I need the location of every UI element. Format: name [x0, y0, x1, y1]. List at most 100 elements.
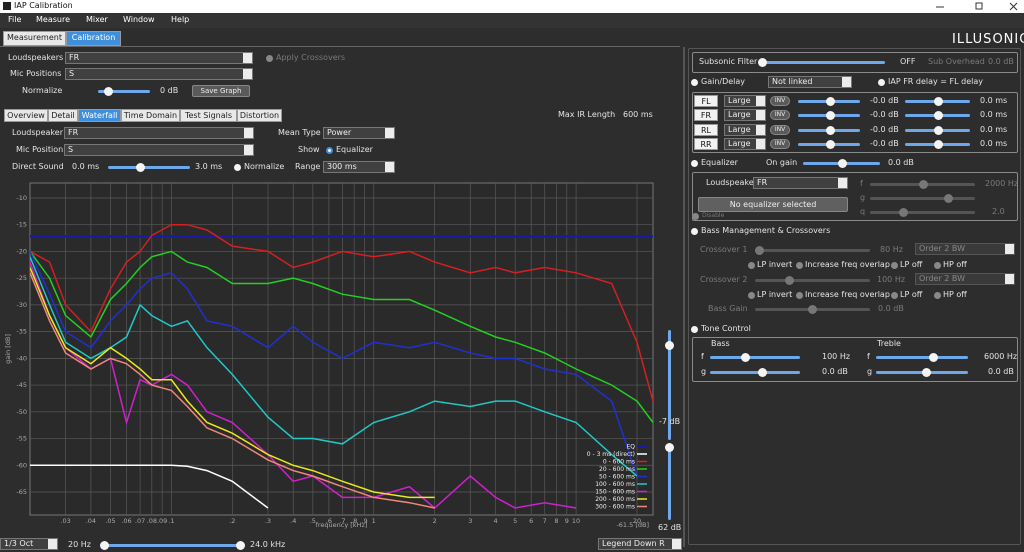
slider-track[interactable] [710, 371, 800, 374]
slider-knob[interactable] [100, 541, 109, 550]
radio-button[interactable] [891, 292, 898, 299]
radio-button[interactable] [692, 213, 699, 220]
slider-knob[interactable] [826, 97, 835, 106]
dropdown[interactable]: Large [724, 109, 766, 121]
view-tab[interactable]: Test Signals [180, 109, 237, 122]
radio-button[interactable] [934, 262, 941, 269]
label: 0.0 dB [988, 57, 1014, 66]
slider-knob[interactable] [934, 126, 943, 135]
dropdown[interactable]: 1/3 Oct [0, 538, 58, 550]
view-tab[interactable]: Detail [48, 109, 78, 122]
slider-knob[interactable] [838, 159, 847, 168]
label: 62 dB [658, 523, 682, 532]
dropdown[interactable]: FR [64, 127, 254, 139]
splitter[interactable] [683, 47, 685, 547]
slider-knob[interactable] [665, 443, 674, 452]
radio-button[interactable] [748, 262, 755, 269]
button[interactable]: No equalizer selected [698, 197, 848, 212]
dropdown[interactable]: Legend Down R [598, 538, 682, 550]
radio-button[interactable] [691, 79, 698, 86]
dropdown[interactable]: S [65, 68, 253, 80]
slider-track[interactable] [755, 279, 870, 282]
slider-knob[interactable] [826, 111, 835, 120]
dropdown[interactable]: Large [724, 95, 766, 107]
button[interactable]: INV [770, 96, 790, 106]
radio-button[interactable] [234, 164, 241, 171]
slider-knob[interactable] [755, 246, 764, 255]
slider-knob[interactable] [104, 87, 113, 96]
view-tab[interactable]: Distortion [237, 109, 282, 122]
slider-knob[interactable] [665, 341, 674, 350]
slider-knob[interactable] [922, 368, 931, 377]
slider-track[interactable] [755, 249, 870, 252]
dropdown[interactable]: Order 2 BW [915, 273, 1015, 285]
slider-knob[interactable] [944, 194, 953, 203]
dropdown[interactable]: Power [323, 127, 395, 139]
radio-button[interactable] [796, 262, 803, 269]
view-tab[interactable]: Overview [4, 109, 48, 122]
menu-item[interactable]: Mixer [86, 15, 108, 24]
label: 20 Hz [68, 540, 91, 549]
dropdown[interactable]: FR [65, 52, 253, 64]
slider-track[interactable] [108, 166, 190, 169]
radio-button[interactable] [326, 147, 333, 154]
slider-knob[interactable] [136, 163, 145, 172]
main-tab[interactable]: Calibration [66, 31, 121, 46]
slider-knob[interactable] [741, 353, 750, 362]
button[interactable]: INV [770, 125, 790, 135]
slider-track[interactable] [668, 445, 671, 520]
radio-button[interactable] [878, 79, 885, 86]
dropdown[interactable]: Large [724, 124, 766, 136]
button[interactable]: INV [770, 139, 790, 149]
dropdown[interactable]: Order 2 BW [915, 243, 1015, 255]
dropdown[interactable]: 300 ms [323, 161, 395, 173]
slider-knob[interactable] [808, 305, 817, 314]
dropdown[interactable]: S [64, 144, 254, 156]
slider-knob[interactable] [919, 180, 928, 189]
slider-track[interactable] [870, 211, 975, 214]
slider-knob[interactable] [785, 276, 794, 285]
slider-track[interactable] [870, 197, 975, 200]
menu-item[interactable]: File [8, 15, 22, 24]
slider-knob[interactable] [929, 353, 938, 362]
main-tab[interactable]: Measurement [3, 31, 66, 46]
radio-button[interactable] [796, 292, 803, 299]
button[interactable]: Save Graph [192, 85, 250, 97]
scale-note: -61.5 [dB] [616, 521, 649, 529]
slider-track[interactable] [876, 356, 968, 359]
slider-knob[interactable] [934, 97, 943, 106]
slider-knob[interactable] [826, 126, 835, 135]
button[interactable]: INV [770, 110, 790, 120]
menu-item[interactable]: Measure [36, 15, 70, 24]
slider-knob[interactable] [899, 208, 908, 217]
radio-button[interactable] [266, 55, 273, 62]
menu-item[interactable]: Window [123, 15, 155, 24]
slider-track[interactable] [100, 544, 240, 547]
dropdown[interactable]: Large [724, 138, 766, 150]
menu-item[interactable]: Help [171, 15, 190, 24]
radio-button[interactable] [934, 292, 941, 299]
radio-button[interactable] [691, 326, 698, 333]
radio-button[interactable] [891, 262, 898, 269]
slider-knob[interactable] [758, 58, 767, 67]
dropdown[interactable]: Not linked [768, 76, 852, 88]
radio-button[interactable] [691, 228, 698, 235]
view-tab[interactable]: Time Domain [121, 109, 180, 122]
radio-button[interactable] [691, 160, 698, 167]
slider-track[interactable] [668, 330, 671, 440]
label: 0.0 ms [980, 96, 1008, 105]
slider-knob[interactable] [934, 140, 943, 149]
label: Mic Positions [10, 69, 62, 78]
slider-track[interactable] [710, 356, 800, 359]
slider-knob[interactable] [826, 140, 835, 149]
radio-button[interactable] [748, 292, 755, 299]
view-tab[interactable]: Waterfall [78, 109, 121, 122]
slider-track[interactable] [758, 61, 885, 64]
slider-knob[interactable] [758, 368, 767, 377]
dropdown[interactable]: FR [753, 177, 848, 189]
slider-track[interactable] [98, 90, 150, 93]
slider-knob[interactable] [934, 111, 943, 120]
y-tick-label: -50 [16, 408, 27, 416]
slider-knob[interactable] [236, 541, 245, 550]
window-controls[interactable] [930, 0, 1024, 13]
